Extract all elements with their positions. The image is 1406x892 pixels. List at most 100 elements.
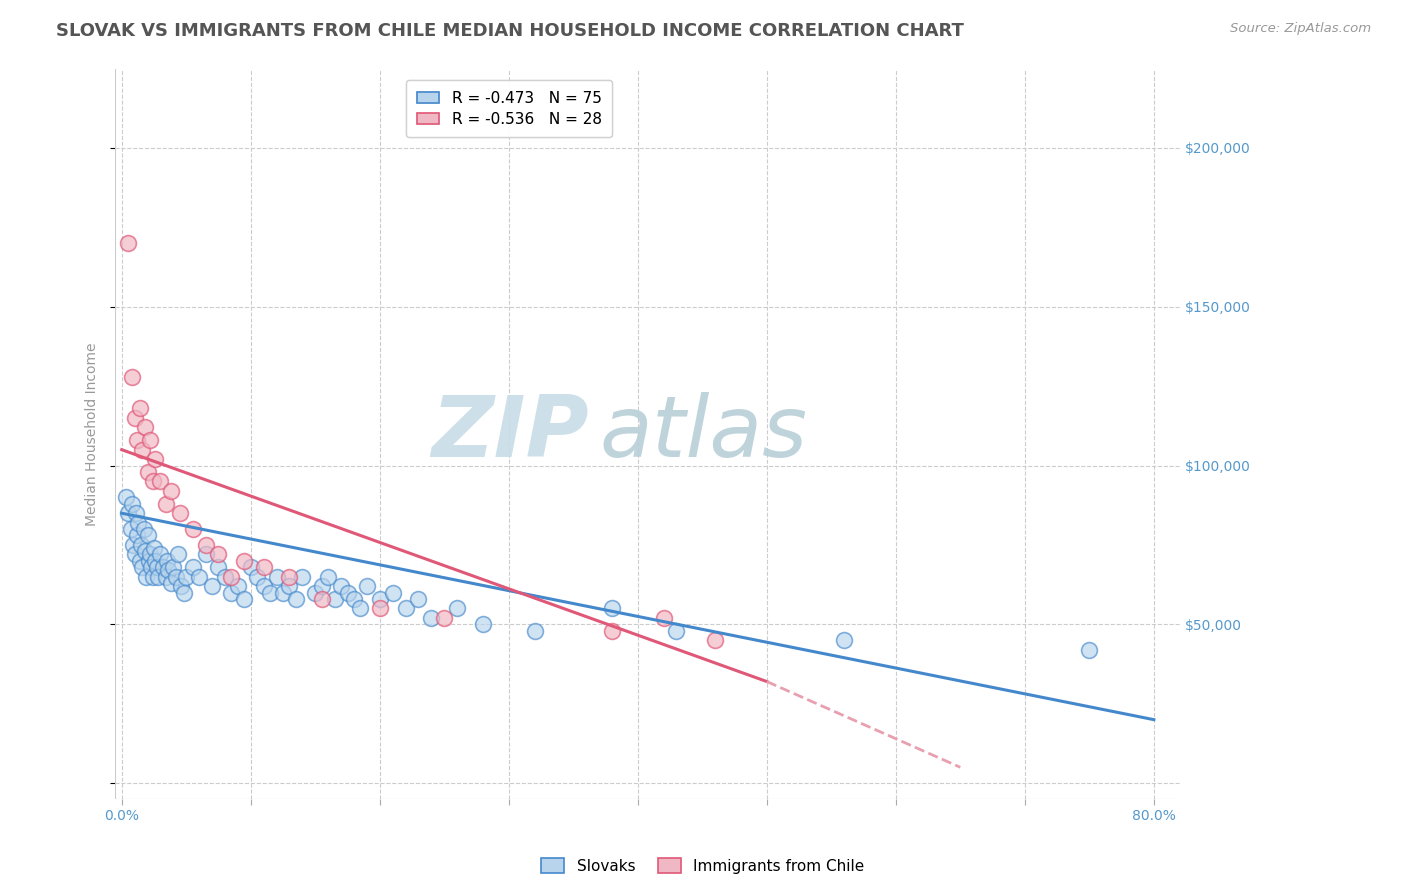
Text: ZIP: ZIP [432,392,589,475]
Text: Source: ZipAtlas.com: Source: ZipAtlas.com [1230,22,1371,36]
Point [162,560,184,574]
Point [233,591,256,606]
Point [170,579,193,593]
Point [368,591,391,606]
Point [125,506,148,520]
Point [381,585,404,599]
Point [194,538,217,552]
Point [159,483,181,498]
Point [188,570,211,584]
Legend: Slovaks, Immigrants from Chile: Slovaks, Immigrants from Chile [536,852,870,880]
Point [181,522,204,536]
Point [356,579,378,593]
Point [259,585,281,599]
Y-axis label: Median Household Income: Median Household Income [86,342,100,525]
Point [143,452,166,467]
Point [316,570,339,584]
Point [278,579,301,593]
Point [420,611,443,625]
Point [266,570,288,584]
Point [446,601,468,615]
Point [117,506,139,520]
Point [221,585,243,599]
Point [142,570,165,584]
Point [173,585,195,599]
Point [134,544,156,558]
Point [136,465,159,479]
Point [145,560,167,574]
Point [156,554,179,568]
Point [253,579,276,593]
Point [127,528,149,542]
Point [1078,642,1101,657]
Point [128,516,150,530]
Point [136,528,159,542]
Point [135,570,157,584]
Point [523,624,546,638]
Text: SLOVAK VS IMMIGRANTS FROM CHILE MEDIAN HOUSEHOLD INCOME CORRELATION CHART: SLOVAK VS IMMIGRANTS FROM CHILE MEDIAN H… [56,22,965,40]
Point [207,548,229,562]
Point [291,570,314,584]
Point [253,560,276,574]
Point [368,601,391,615]
Point [139,548,162,562]
Point [246,570,269,584]
Point [139,433,162,447]
Point [124,548,146,562]
Point [284,591,307,606]
Point [128,401,150,416]
Point [181,560,204,574]
Point [652,611,675,625]
Point [167,548,190,562]
Point [149,548,172,562]
Point [155,570,177,584]
Point [127,433,149,447]
Point [323,591,346,606]
Point [120,522,142,536]
Point [201,579,224,593]
Point [122,538,145,552]
Point [311,579,333,593]
Point [159,576,181,591]
Point [152,560,174,574]
Point [394,601,416,615]
Point [117,236,139,251]
Point [832,633,855,648]
Point [336,585,359,599]
Point [343,591,366,606]
Point [665,624,688,638]
Point [207,560,229,574]
Text: atlas: atlas [599,392,807,475]
Point [128,554,150,568]
Point [408,591,430,606]
Point [169,506,191,520]
Point [146,570,169,584]
Point [214,570,236,584]
Point [141,560,163,574]
Point [132,522,155,536]
Point [304,585,326,599]
Point [226,579,249,593]
Point [142,475,165,489]
Point [129,538,152,552]
Point [165,570,187,584]
Point [138,554,160,568]
Point [143,541,166,556]
Point [143,554,166,568]
Point [433,611,456,625]
Point [121,369,143,384]
Point [600,601,623,615]
Point [121,497,143,511]
Point [114,491,136,505]
Point [472,617,495,632]
Point [124,411,146,425]
Point [174,570,197,584]
Point [349,601,371,615]
Point [155,497,177,511]
Point [131,560,153,574]
Point [157,563,180,577]
Legend: R = -0.473   N = 75, R = -0.536   N = 28: R = -0.473 N = 75, R = -0.536 N = 28 [406,79,613,137]
Point [311,591,333,606]
Point [131,442,153,457]
Point [134,420,156,434]
